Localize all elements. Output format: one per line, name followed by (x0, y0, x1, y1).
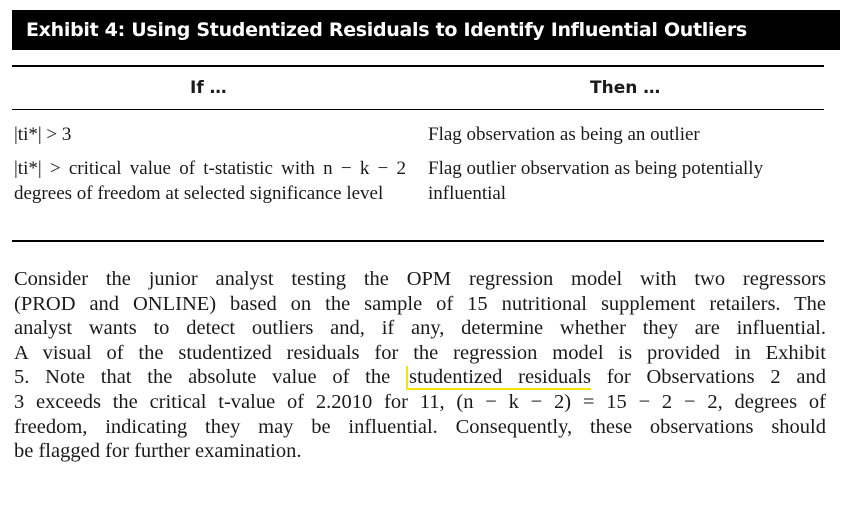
para-line: A visual of the studentized residuals fo… (14, 341, 826, 364)
para-line: (PROD and ONLINE) based on the sample of… (14, 292, 826, 315)
highlighted-text[interactable]: studentized residuals (406, 366, 592, 391)
para-line: freedom, indicating they may be influent… (14, 415, 826, 438)
para-line: 3 exceeds the critical t-value of 2.2010… (14, 390, 826, 413)
row1-then: Flag observation as being an outlier (428, 124, 700, 145)
table-bottom-rule (12, 240, 824, 242)
body-paragraph: Consider the junior analyst testing the … (14, 267, 826, 464)
row1-if: |ti*| > 3 (14, 124, 72, 145)
header-then: Then … (590, 78, 661, 98)
row2-if: |ti*| > critical value of t-statistic wi… (14, 158, 406, 204)
row2-then: Flag outlier observation as being potent… (428, 158, 764, 204)
exhibit-title: Exhibit 4: Using Studentized Residuals t… (12, 10, 840, 50)
header-if: If … (190, 78, 227, 98)
header-rule (12, 109, 824, 110)
para-text: for Observations 2 and (606, 366, 827, 389)
para-text: 5. Note that the absolute value of the (14, 366, 391, 389)
para-line: be flagged for further examination. (14, 440, 302, 463)
table-top-rule (12, 65, 824, 67)
para-line: analyst wants to detect outliers and, if… (14, 317, 826, 340)
para-line: Consider the junior analyst testing the … (14, 268, 826, 290)
para-line: 5. Note that the absolute value of the s… (14, 365, 827, 391)
